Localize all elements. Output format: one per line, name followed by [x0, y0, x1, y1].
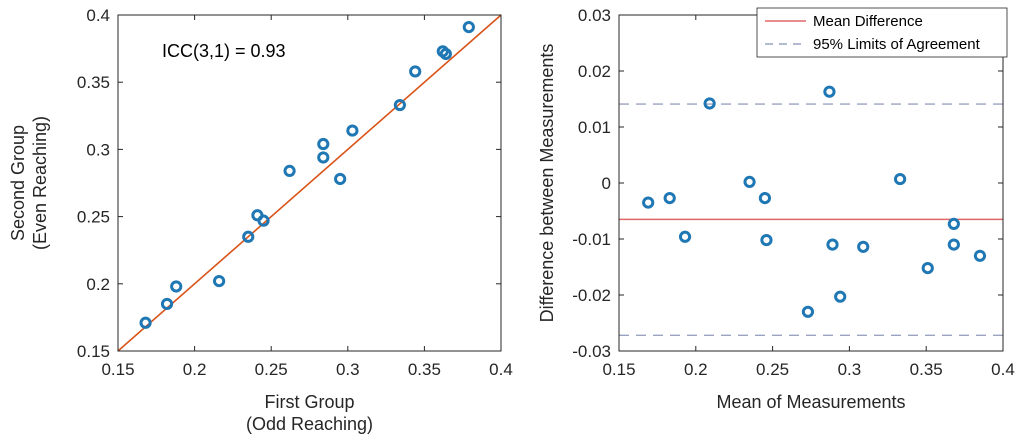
bland-altman-y-tick-label: 0.01 [578, 118, 611, 137]
identity-line [117, 14, 502, 352]
bland-altman-x-tick-label: 0.15 [602, 360, 635, 379]
bland-altman-y-tick-label: 0.03 [578, 6, 611, 25]
bland-altman-y-tick-label: -0.02 [572, 286, 611, 305]
icc-x-tick-label: 0.35 [408, 360, 441, 379]
icc-data-point [346, 124, 359, 137]
bland-altman-data-point [678, 230, 692, 243]
bland-altman-y-tick-label: 0 [602, 174, 611, 193]
icc-x-tick-label: 0.2 [183, 360, 207, 379]
icc-x-tick-label: 0.3 [336, 360, 360, 379]
icc-x-axis-title-line1: First Group [264, 392, 354, 412]
bland-altman-y-tick-label: -0.01 [572, 230, 611, 249]
bland-altman-x-tick-label: 0.25 [756, 360, 789, 379]
icc-data-point [409, 65, 422, 78]
icc-data-point [160, 297, 174, 311]
bland-altman-plot-frame [618, 14, 1004, 352]
icc-y-axis-title-line2: (Even Reaching) [30, 116, 50, 250]
icc-y-tick-label: 0.4 [86, 6, 110, 25]
icc-x-ticks: 0.15 0.2 0.25 0.3 0.35 0.4 [101, 15, 513, 379]
icc-scatter-panel: 0.15 0.2 0.25 0.3 0.35 0.4 0.15 0.2 0.25 0.3 0.35… [8, 6, 513, 434]
bland-altman-y-tick-label: -0.03 [572, 342, 611, 361]
bland-altman-y-tick-label: 0.02 [578, 62, 611, 81]
bland-altman-y-axis-title: Difference between Measurements [537, 44, 557, 323]
bland-altman-x-tick-label: 0.4 [991, 360, 1015, 379]
icc-data-point [170, 280, 183, 293]
icc-data-point [439, 47, 452, 61]
icc-plot-frame [117, 14, 502, 352]
bland-altman-x-axis-title: Mean of Measurements [716, 392, 905, 412]
bland-altman-data-point [663, 192, 676, 205]
icc-data-point [317, 137, 330, 151]
icc-data-point [257, 214, 270, 227]
icc-data-point [393, 98, 406, 112]
icc-y-tick-label: 0.2 [86, 275, 110, 294]
bland-altman-data-point [801, 305, 815, 318]
icc-data-point [139, 316, 152, 329]
bland-altman-data-point [758, 192, 772, 205]
bland-altman-data-point [826, 238, 839, 251]
icc-y-tick-label: 0.35 [77, 73, 110, 92]
icc-data-point [242, 230, 255, 243]
legend: Mean Difference 95% Limits of Agreement [756, 7, 1008, 58]
bland-altman-x-tick-label: 0.35 [910, 360, 943, 379]
bland-altman-data-point [760, 234, 773, 247]
bland-altman-x-tick-label: 0.2 [684, 360, 708, 379]
icc-y-tick-label: 0.3 [86, 140, 110, 159]
icc-data-point [462, 20, 475, 34]
bland-altman-data-point [973, 249, 987, 262]
icc-y-axis-title-line1: Second Group [8, 125, 28, 241]
icc-data-point [317, 151, 330, 164]
icc-annotation: ICC(3,1) = 0.93 [162, 41, 286, 61]
legend-box [756, 7, 1008, 58]
bland-altman-x-ticks: 0.15 0.2 0.25 0.3 0.35 0.4 [602, 15, 1015, 379]
icc-y-tick-label: 0.15 [77, 342, 110, 361]
bland-altman-data-point [823, 85, 836, 98]
icc-data-point [283, 164, 296, 178]
icc-x-tick-label: 0.15 [101, 360, 134, 379]
bland-altman-marks [619, 85, 1003, 336]
bland-altman-data-point [834, 290, 847, 303]
icc-data-point [213, 275, 226, 288]
bland-altman-data-point [947, 238, 960, 251]
icc-y-tick-label: 0.25 [77, 208, 110, 227]
bland-altman-x-tick-label: 0.3 [838, 360, 862, 379]
icc-x-axis-title-line2: (Odd Reaching) [246, 414, 373, 434]
bland-altman-data-point [743, 175, 756, 188]
bland-altman-data-point [893, 172, 907, 186]
icc-x-tick-label: 0.4 [489, 360, 513, 379]
bland-altman-data-point [857, 240, 870, 253]
bland-altman-data-point [642, 196, 655, 209]
icc-y-ticks: 0.15 0.2 0.25 0.3 0.35 0.4 [77, 6, 501, 361]
bland-altman-data-point [703, 97, 716, 110]
legend-loa-label: 95% Limits of Agreement [813, 36, 981, 53]
bland-altman-panel: 0.15 0.2 0.25 0.3 0.35 0.4 -0.03-0.02-0.0100.… [537, 6, 1015, 412]
legend-mean-label: Mean Difference [813, 13, 923, 30]
bland-altman-y-ticks: -0.03 -0.02 -0.01 0 0.01 0.02 0.03 [572, 6, 1003, 361]
icc-marks [117, 14, 502, 352]
bland-altman-data-point [947, 217, 960, 230]
bland-altman-data-point [921, 262, 934, 275]
icc-data-point [334, 172, 347, 186]
icc-x-tick-label: 0.25 [255, 360, 288, 379]
